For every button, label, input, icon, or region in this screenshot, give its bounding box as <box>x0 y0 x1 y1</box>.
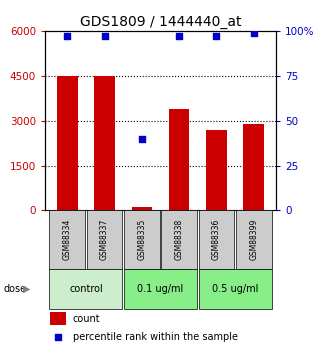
Point <box>251 30 256 36</box>
Text: 0.1 ug/ml: 0.1 ug/ml <box>137 284 184 294</box>
FancyBboxPatch shape <box>198 269 272 309</box>
Bar <box>132 207 152 210</box>
FancyBboxPatch shape <box>49 269 123 309</box>
Bar <box>169 109 189 210</box>
Point <box>55 334 60 340</box>
Bar <box>49 313 66 325</box>
Text: GSM88399: GSM88399 <box>249 219 258 260</box>
Bar <box>206 130 227 210</box>
Bar <box>57 76 78 210</box>
FancyBboxPatch shape <box>124 210 160 269</box>
Text: 0.5 ug/ml: 0.5 ug/ml <box>212 284 258 294</box>
FancyBboxPatch shape <box>49 210 85 269</box>
FancyBboxPatch shape <box>161 210 197 269</box>
Point <box>65 34 70 39</box>
Point <box>102 34 107 39</box>
Text: dose: dose <box>3 284 26 294</box>
Text: GSM88336: GSM88336 <box>212 219 221 260</box>
FancyBboxPatch shape <box>236 210 272 269</box>
Text: control: control <box>69 284 103 294</box>
Bar <box>94 76 115 210</box>
Text: GSM88338: GSM88338 <box>175 219 184 260</box>
FancyBboxPatch shape <box>87 210 123 269</box>
Title: GDS1809 / 1444440_at: GDS1809 / 1444440_at <box>80 14 241 29</box>
Point <box>139 136 144 141</box>
Text: GSM88335: GSM88335 <box>137 219 146 260</box>
Text: GSM88337: GSM88337 <box>100 219 109 260</box>
Text: percentile rank within the sample: percentile rank within the sample <box>73 332 238 342</box>
Text: count: count <box>73 314 100 324</box>
Point <box>214 34 219 39</box>
Bar <box>243 124 264 210</box>
FancyBboxPatch shape <box>124 269 197 309</box>
Point <box>177 34 182 39</box>
FancyBboxPatch shape <box>198 210 234 269</box>
Text: ▶: ▶ <box>23 284 30 294</box>
Text: GSM88334: GSM88334 <box>63 219 72 260</box>
